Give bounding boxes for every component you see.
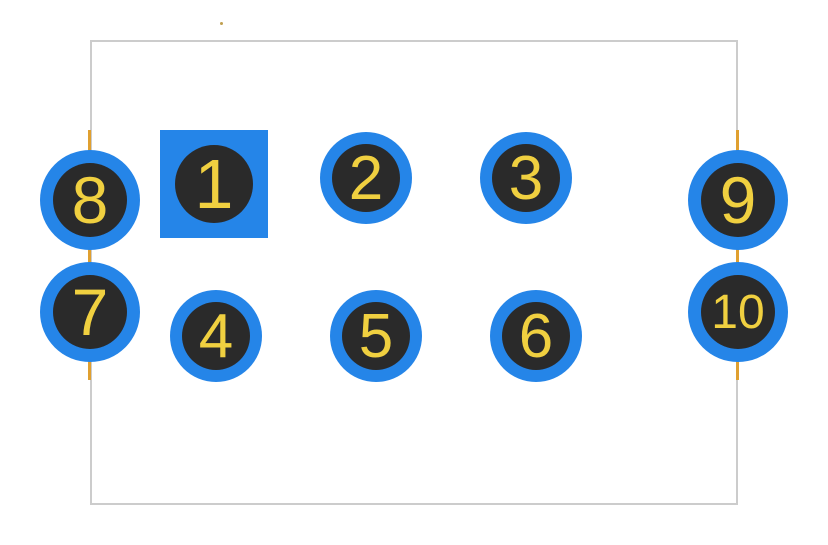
pad-hole: 8 bbox=[53, 163, 127, 237]
pad-hole: 4 bbox=[182, 302, 250, 370]
pad-label: 2 bbox=[349, 143, 383, 214]
pad-9: 9 bbox=[688, 150, 788, 250]
pad-hole: 5 bbox=[342, 302, 410, 370]
pad-hole: 6 bbox=[502, 302, 570, 370]
pad-3: 3 bbox=[480, 132, 572, 224]
footprint-canvas: 1 2 3 4 5 6 7 8 9 bbox=[0, 0, 828, 545]
lead-segment bbox=[736, 360, 739, 380]
pad-10: 10 bbox=[688, 262, 788, 362]
pad-hole: 3 bbox=[492, 144, 560, 212]
pad-label: 5 bbox=[359, 301, 393, 372]
pad-label: 7 bbox=[72, 274, 109, 350]
pad-hole: 10 bbox=[701, 275, 775, 349]
origin-marker bbox=[220, 22, 223, 25]
pad-1: 1 bbox=[160, 130, 268, 238]
pad-label: 9 bbox=[720, 162, 757, 238]
pad-7: 7 bbox=[40, 262, 140, 362]
pad-2: 2 bbox=[320, 132, 412, 224]
pad-4: 4 bbox=[170, 290, 262, 382]
pad-label: 3 bbox=[509, 143, 543, 214]
pad-label: 4 bbox=[199, 301, 233, 372]
lead-segment bbox=[88, 360, 91, 380]
pad-6: 6 bbox=[490, 290, 582, 382]
lead-segment bbox=[736, 130, 739, 152]
pad-5: 5 bbox=[330, 290, 422, 382]
pad-hole: 9 bbox=[701, 163, 775, 237]
component-outline bbox=[90, 40, 738, 505]
pad-label: 6 bbox=[519, 301, 553, 372]
pad-label: 1 bbox=[195, 144, 234, 224]
pad-hole: 1 bbox=[175, 145, 253, 223]
pad-8: 8 bbox=[40, 150, 140, 250]
pad-label: 8 bbox=[72, 162, 109, 238]
pad-label: 10 bbox=[711, 285, 764, 340]
pad-hole: 2 bbox=[332, 144, 400, 212]
pad-hole: 7 bbox=[53, 275, 127, 349]
lead-segment bbox=[88, 130, 91, 152]
